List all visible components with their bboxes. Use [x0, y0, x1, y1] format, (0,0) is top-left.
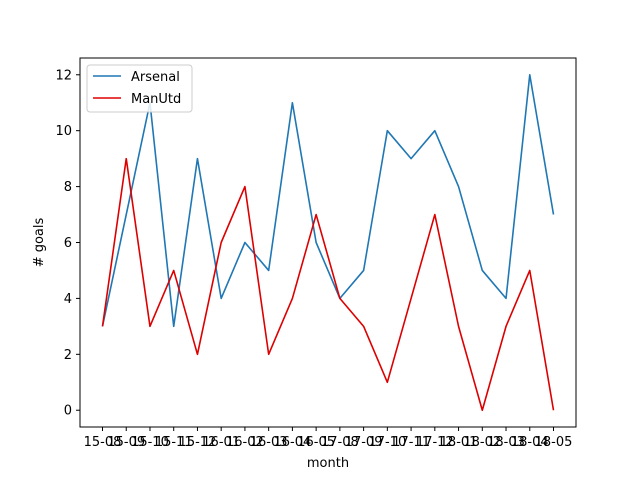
x-tick-label: 16-03: [250, 435, 288, 450]
y-axis-label: # goals: [32, 217, 47, 267]
series-line-manutd: [101, 157, 555, 412]
x-tick-label: 15-12: [179, 435, 217, 450]
y-tick-label: 0: [64, 404, 72, 419]
x-axis-ticks: 15-0815-0915-1015-1115-1216-0116-0216-03…: [84, 427, 573, 450]
x-tick-label: 17-11: [392, 435, 430, 450]
x-tick-label: 15-10: [131, 435, 169, 450]
y-tick-label: 4: [64, 292, 72, 307]
x-tick-label: 18-03: [487, 435, 525, 450]
x-tick-label: 16-04: [274, 435, 312, 450]
y-tick-label: 2: [64, 348, 72, 363]
x-tick-label: 18-05: [535, 435, 573, 450]
y-tick-label: 12: [55, 68, 72, 83]
x-tick-label: 17-09: [345, 435, 383, 450]
x-tick-label: 15-11: [155, 435, 193, 450]
series-line-arsenal: [101, 73, 555, 328]
legend-label-arsenal: Arsenal: [131, 70, 180, 85]
legend: Arsenal ManUtd: [86, 64, 193, 113]
x-tick-label: 15-08: [84, 435, 122, 450]
x-tick-label: 15-09: [107, 435, 145, 450]
x-tick-label: 18-04: [511, 435, 549, 450]
y-tick-label: 10: [55, 124, 72, 139]
x-tick-label: 17-12: [416, 435, 454, 450]
x-tick-label: 17-08: [321, 435, 359, 450]
x-tick-label: 17-10: [368, 435, 406, 450]
y-tick-label: 6: [64, 236, 72, 251]
x-tick-label: 18-02: [463, 435, 501, 450]
series-layer: [101, 73, 555, 412]
legend-label-manutd: ManUtd: [131, 92, 181, 107]
y-tick-label: 8: [64, 180, 72, 195]
y-axis-ticks: 0 2 4 6 8 10 12: [55, 68, 80, 419]
x-axis-label: month: [307, 456, 349, 471]
x-tick-label: 18-01: [440, 435, 478, 450]
x-tick-label: 16-02: [226, 435, 264, 450]
x-tick-label: 16-01: [202, 435, 240, 450]
x-tick-label: 16-05: [297, 435, 335, 450]
